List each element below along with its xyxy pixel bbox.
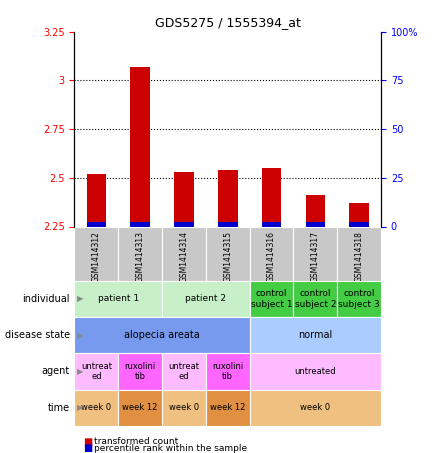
Text: patient 1: patient 1 [98,294,139,304]
Bar [250,317,381,353]
Text: ■: ■ [83,443,92,453]
Text: disease state: disease state [5,330,70,340]
Text: untreat
ed: untreat ed [81,362,112,381]
Text: ▶: ▶ [77,331,83,340]
Text: untreat
ed: untreat ed [169,362,199,381]
Text: week 12: week 12 [210,403,245,412]
Bar [350,222,369,226]
Bar [206,226,250,281]
Bar [306,195,325,226]
Bar [174,222,194,226]
Text: ■: ■ [83,437,92,447]
Text: GSM1414315: GSM1414315 [223,231,232,282]
Bar [306,222,325,226]
Bar [162,353,206,390]
Bar [74,281,162,317]
Bar [206,390,250,426]
Bar [74,317,250,353]
Bar [262,222,281,226]
Bar [262,168,281,226]
Bar [162,390,206,426]
Text: week 0: week 0 [169,403,199,412]
Bar [118,226,162,281]
Bar [87,174,106,226]
Bar [74,390,118,426]
Text: ▶: ▶ [77,403,83,412]
Bar [74,353,118,390]
Text: GSM1414314: GSM1414314 [180,231,188,282]
Bar [218,170,238,226]
Title: GDS5275 / 1555394_at: GDS5275 / 1555394_at [155,16,301,29]
Bar [250,281,293,317]
Text: GSM1414318: GSM1414318 [355,231,364,282]
Text: week 12: week 12 [123,403,158,412]
Text: GSM1414313: GSM1414313 [136,231,145,282]
Text: individual: individual [23,294,70,304]
Bar [131,67,150,226]
Text: normal: normal [298,330,332,340]
Text: untreated: untreated [294,367,336,376]
Bar [293,281,337,317]
Bar [293,226,337,281]
Text: ▶: ▶ [77,367,83,376]
Text: control
subject 1: control subject 1 [251,289,293,308]
Text: ruxolini
tib: ruxolini tib [124,362,156,381]
Bar [118,353,162,390]
Bar [131,222,150,226]
Text: alopecia areata: alopecia areata [124,330,200,340]
Text: agent: agent [42,366,70,376]
Text: percentile rank within the sample: percentile rank within the sample [94,444,247,453]
Bar [74,226,118,281]
Text: GSM1414312: GSM1414312 [92,231,101,282]
Bar [87,222,106,226]
Text: ruxolini
tib: ruxolini tib [212,362,244,381]
Bar [162,281,250,317]
Bar [350,203,369,226]
Bar [162,226,206,281]
Text: week 0: week 0 [81,403,111,412]
Text: patient 2: patient 2 [185,294,226,304]
Text: GSM1414316: GSM1414316 [267,231,276,282]
Bar [250,390,381,426]
Text: time: time [48,403,70,413]
Bar [337,281,381,317]
Bar [250,353,381,390]
Bar [118,390,162,426]
Text: control
subject 3: control subject 3 [338,289,380,308]
Text: week 0: week 0 [300,403,330,412]
Text: transformed count: transformed count [94,437,178,446]
Text: ▶: ▶ [77,294,83,304]
Text: GSM1414317: GSM1414317 [311,231,320,282]
Bar [250,226,293,281]
Bar [206,353,250,390]
Bar [174,172,194,226]
Bar [218,222,238,226]
Text: control
subject 2: control subject 2 [295,289,336,308]
Bar [337,226,381,281]
